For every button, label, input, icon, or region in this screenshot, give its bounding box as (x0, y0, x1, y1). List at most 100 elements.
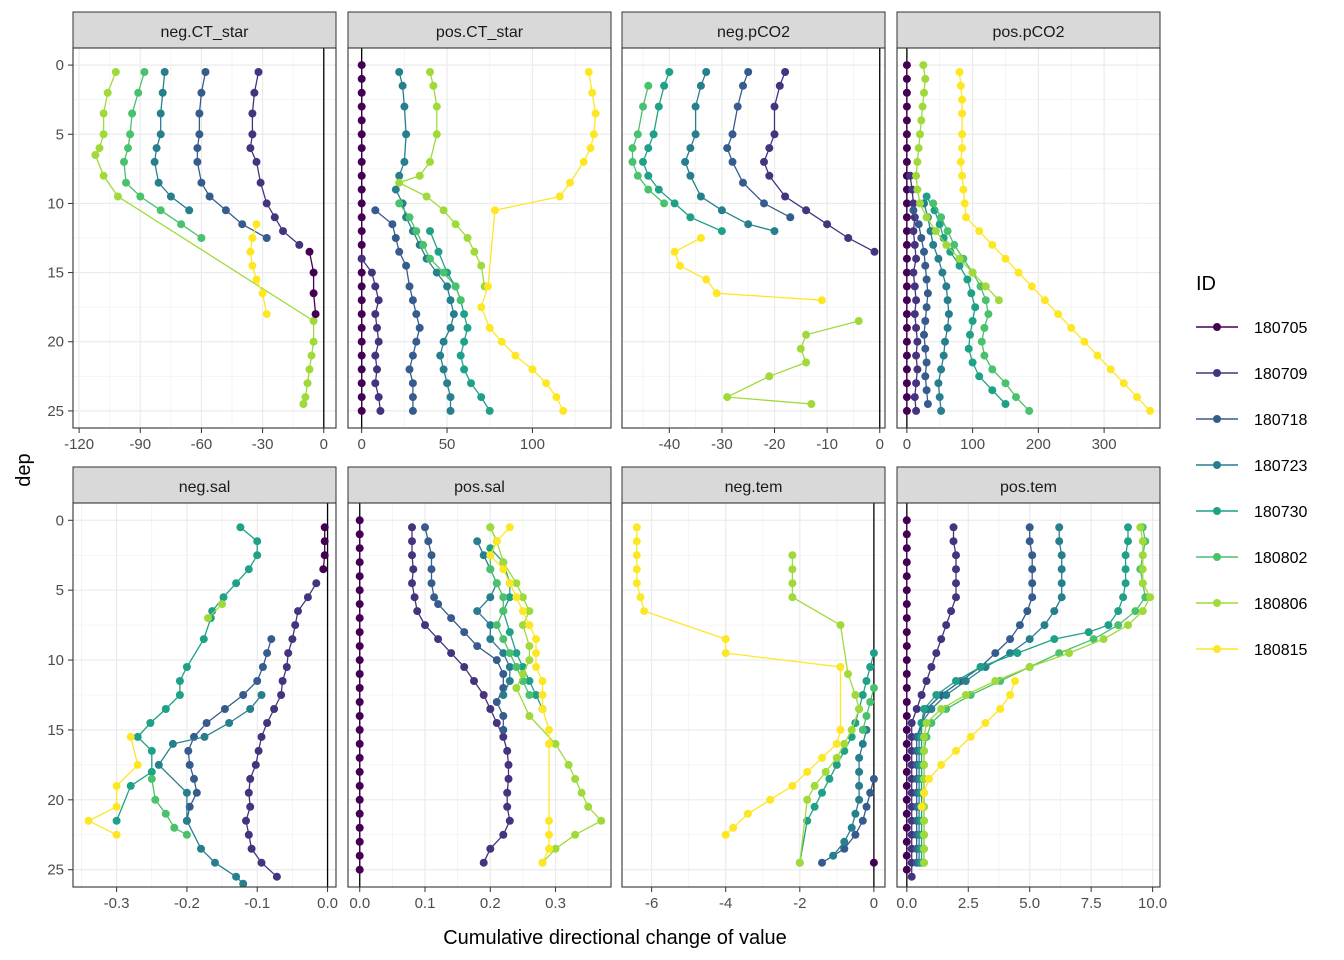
data-point-180802 (937, 213, 946, 222)
data-point-180718 (267, 635, 276, 644)
data-point-180718 (1028, 551, 1037, 560)
data-point-180709 (257, 732, 266, 741)
data-point-180723 (443, 379, 452, 388)
data-point-180705 (902, 642, 911, 651)
series-180709 (357, 254, 385, 415)
data-point-180705 (320, 551, 329, 560)
panel-border (896, 47, 1161, 429)
data-point-180718 (415, 323, 424, 332)
data-point-180718 (185, 760, 194, 769)
data-point-180802 (644, 81, 653, 90)
data-point-180806 (1146, 593, 1155, 602)
data-point-180730 (988, 386, 997, 395)
data-point-180709 (367, 268, 376, 277)
data-point-180723 (934, 379, 943, 388)
panel-border (72, 47, 337, 429)
series-line-180709 (245, 582, 317, 878)
data-point-180815 (721, 649, 730, 658)
x-tick-label: -40 (658, 436, 680, 453)
series-180815 (955, 68, 1155, 415)
facet-panel-pos.tem: pos.tem 0.0 2.5 5.0 7.5 10.0 (896, 466, 1167, 912)
data-point-180709 (408, 579, 416, 588)
data-point-180815 (588, 88, 597, 97)
data-point-180705 (355, 698, 364, 706)
data-point-180806 (803, 795, 812, 804)
data-point-180802 (929, 199, 938, 208)
data-point-180815 (917, 802, 926, 811)
data-point-180709 (282, 663, 291, 671)
data-point-180802 (456, 296, 465, 305)
data-point-180723 (855, 753, 864, 762)
data-point-180723 (938, 268, 947, 277)
data-point-180815 (1133, 393, 1141, 402)
data-point-180802 (988, 365, 997, 374)
data-point-180815 (545, 739, 553, 748)
legend-key-point (1213, 369, 1221, 377)
facet-strip-label: pos.CT_star (436, 24, 524, 41)
data-point-180705 (902, 351, 911, 360)
series-180705 (319, 523, 329, 574)
data-point-180718 (840, 844, 849, 853)
data-point-180718 (733, 102, 742, 111)
series-line-180723 (157, 694, 263, 885)
data-point-180705 (311, 310, 320, 319)
data-point-180723 (686, 171, 695, 180)
data-point-180718 (405, 282, 414, 291)
data-point-180705 (902, 767, 911, 776)
data-point-180815 (258, 289, 267, 298)
data-point-180723 (439, 365, 448, 374)
series-180802 (120, 68, 206, 242)
data-point-180806 (525, 656, 534, 665)
panel-plot-area (73, 503, 336, 887)
legend-entry-180705: 180705 (1196, 320, 1307, 337)
data-point-180709 (503, 802, 512, 811)
data-point-180718 (1006, 635, 1015, 644)
data-point-180802 (156, 206, 165, 215)
data-point-180723 (943, 323, 952, 332)
data-point-180705 (357, 268, 366, 277)
data-point-180815 (499, 565, 508, 574)
data-point-180705 (902, 698, 911, 706)
series-180806 (395, 68, 489, 291)
x-axis-title: Cumulative directional change of value (443, 927, 787, 949)
data-point-180815 (545, 816, 553, 825)
data-point-180802 (1089, 635, 1098, 644)
data-point-180709 (413, 607, 422, 616)
data-point-180815 (497, 337, 506, 346)
data-point-180723 (1055, 523, 1064, 532)
data-point-180718 (869, 774, 878, 783)
data-point-180709 (942, 621, 951, 630)
data-point-180705 (902, 240, 911, 249)
data-point-180718 (991, 649, 1000, 658)
x-tick-label: 100 (960, 436, 985, 453)
y-tick-label: 0 (56, 512, 64, 529)
data-point-180718 (920, 330, 928, 339)
data-point-180806 (95, 144, 104, 153)
data-point-180705 (319, 565, 328, 574)
facet-strip (896, 466, 1161, 504)
data-point-180705 (902, 227, 911, 236)
data-point-180705 (902, 558, 911, 567)
data-point-180730 (935, 220, 944, 229)
x-tick-label: -6 (645, 895, 658, 912)
data-point-180705 (357, 102, 366, 111)
data-point-180806 (961, 691, 970, 699)
data-point-180709 (927, 663, 936, 671)
legend-title: ID (1196, 273, 1216, 295)
data-point-180723 (702, 68, 711, 76)
data-point-180709 (781, 192, 790, 201)
panel-plot-area (348, 503, 611, 887)
x-tick-label: -60 (191, 436, 213, 453)
data-point-180806 (432, 102, 441, 111)
panel-plot-area (622, 48, 885, 428)
data-point-180705 (355, 725, 364, 734)
legend-label: 180802 (1254, 550, 1307, 567)
data-point-180723 (1057, 579, 1066, 588)
data-point-180806 (571, 830, 580, 839)
panel-plot-area (73, 48, 336, 428)
data-point-180815 (584, 68, 593, 76)
data-point-180723 (499, 649, 508, 658)
legend-key-point (1213, 415, 1221, 423)
data-point-180730 (1121, 579, 1130, 588)
legend-key-point (1213, 553, 1221, 561)
